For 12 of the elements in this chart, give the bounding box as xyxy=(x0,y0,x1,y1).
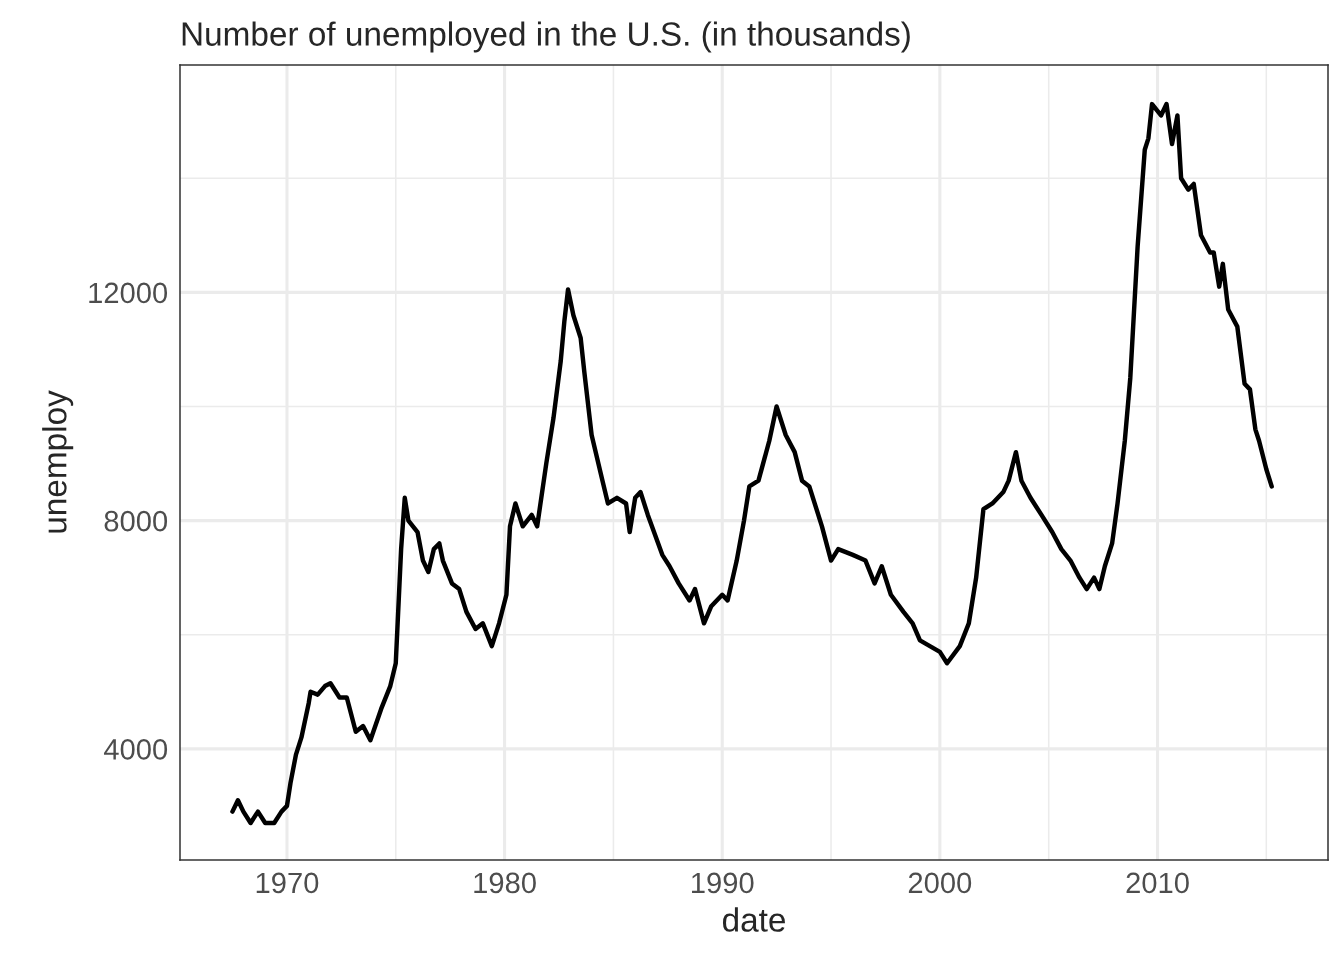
y-tick-label: 12000 xyxy=(89,282,168,304)
x-tick-label: 1990 xyxy=(692,872,754,894)
x-tick-label: 1970 xyxy=(256,872,319,894)
y-tick-label: 8000 xyxy=(104,510,168,532)
x-tick-label: 2000 xyxy=(908,872,972,894)
x-tick-label: 2010 xyxy=(1126,872,1189,894)
y-tick-label: 4000 xyxy=(103,739,168,760)
line-series xyxy=(230,101,1274,826)
y-axis-title: unemploy xyxy=(42,390,74,533)
chart-title: Number of unemployed in the U.S. (in thousands) xyxy=(182,21,910,53)
x-axis-title: date xyxy=(722,907,785,932)
x-tick-label: 1980 xyxy=(474,872,536,894)
